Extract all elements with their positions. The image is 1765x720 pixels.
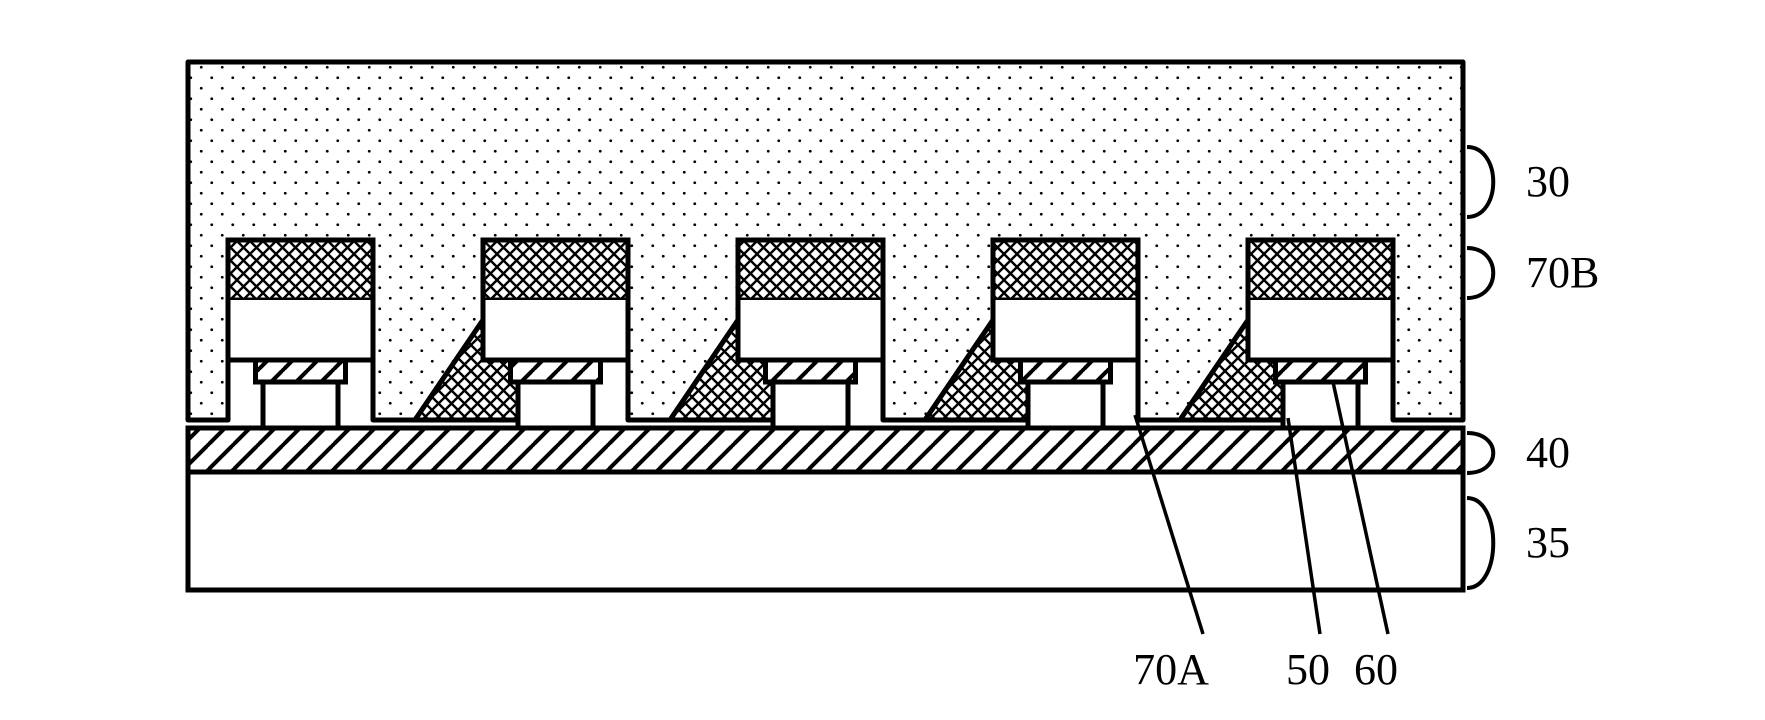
top-crosshatch-cap (483, 240, 628, 300)
leader-bracket (1467, 498, 1493, 588)
label-text: 50 (1286, 645, 1330, 694)
label-text: 60 (1354, 645, 1398, 694)
tower-upper-body (993, 300, 1138, 360)
label-text: 30 (1526, 157, 1570, 206)
label-text: 35 (1526, 518, 1570, 567)
lower-block (1283, 382, 1358, 428)
diagram-svg: 30 70B 40 35 70A 50 60 (133, 20, 1633, 700)
strip-element (1275, 360, 1365, 382)
strip-element (765, 360, 855, 382)
strip-element (255, 360, 345, 382)
lower-block (263, 382, 338, 428)
tower-upper-body (483, 300, 628, 360)
label-text: 70B (1526, 248, 1599, 297)
tower-upper-body (228, 300, 373, 360)
base-layer (188, 472, 1463, 590)
diagram-wrapper: 30 70B 40 35 70A 50 60 (133, 20, 1633, 700)
tower-upper-body (738, 300, 883, 360)
lower-block (773, 382, 848, 428)
leader-bracket (1467, 248, 1493, 298)
leader-bracket (1467, 433, 1493, 473)
strip-element (1020, 360, 1110, 382)
top-crosshatch-cap (228, 240, 373, 300)
strip-element (510, 360, 600, 382)
lower-block (1028, 382, 1103, 428)
label-text: 70A (1133, 645, 1209, 694)
conductor-layer (188, 428, 1463, 472)
label-text: 40 (1526, 428, 1570, 477)
top-crosshatch-cap (993, 240, 1138, 300)
top-crosshatch-cap (738, 240, 883, 300)
cross-section-diagram: 30 70B 40 35 70A 50 60 (133, 20, 1633, 700)
tower-upper-body (1248, 300, 1393, 360)
top-crosshatch-cap (1248, 240, 1393, 300)
lower-block (518, 382, 593, 428)
leader-bracket (1467, 147, 1493, 217)
